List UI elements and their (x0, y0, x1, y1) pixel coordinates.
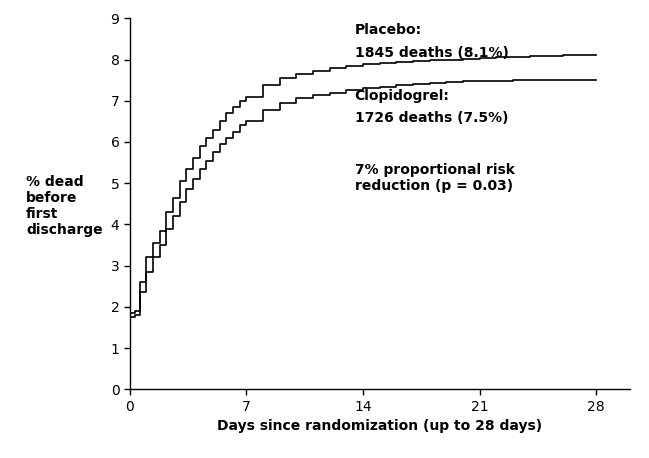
X-axis label: Days since randomization (up to 28 days): Days since randomization (up to 28 days) (217, 419, 542, 433)
Text: 7% proportional risk
reduction (p = 0.03): 7% proportional risk reduction (p = 0.03… (354, 163, 515, 193)
Text: % dead
before
first
discharge: % dead before first discharge (26, 175, 103, 237)
Text: 1845 deaths (8.1%): 1845 deaths (8.1%) (354, 45, 509, 60)
Text: 1726 deaths (7.5%): 1726 deaths (7.5%) (354, 111, 508, 125)
Text: Placebo:: Placebo: (354, 23, 422, 37)
Text: Clopidogrel:: Clopidogrel: (354, 89, 450, 103)
